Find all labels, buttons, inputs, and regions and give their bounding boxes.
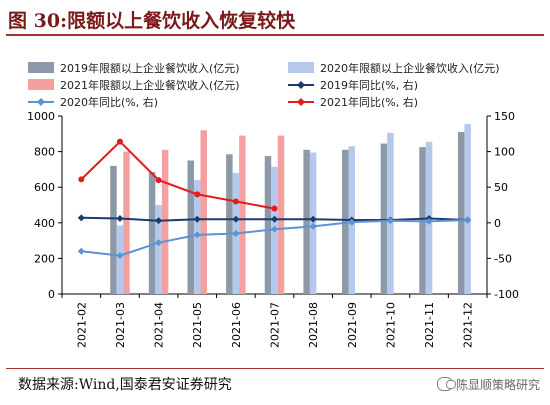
footer-divider	[6, 368, 544, 369]
y-left-tick-label: 800	[34, 146, 55, 159]
wechat-icon	[436, 377, 456, 391]
line-point-2	[193, 231, 201, 239]
line-point-3	[271, 205, 278, 212]
line-point-1	[116, 215, 124, 223]
bar-3	[123, 151, 130, 294]
legend-label-line-2: 2020年同比(%, 右)	[60, 95, 158, 109]
bar-2	[155, 205, 162, 294]
x-tick-label: 2021-08	[307, 302, 320, 348]
line-point-1	[193, 215, 201, 223]
legend-label-line-3: 2021年同比(%, 右)	[320, 95, 418, 109]
y-right-tick-label: 0	[494, 217, 501, 230]
line-3	[80, 140, 275, 210]
legend-label-bar-1: 2019年限额以上企业餐饮收入(亿元)	[60, 61, 240, 75]
bar-1	[303, 149, 310, 294]
line-point-2	[271, 225, 278, 233]
x-tick-label: 2021-10	[384, 302, 397, 348]
bar-3	[239, 135, 246, 294]
line-point-2	[155, 239, 163, 247]
line-point-3	[116, 138, 123, 145]
y-right-tick-label: -100	[494, 288, 519, 301]
y-left-tick-label: 1000	[27, 110, 55, 123]
legend-swatch-bar-2	[288, 62, 314, 73]
y-right-tick-label: 150	[494, 110, 515, 123]
x-tick-label: 2021-06	[230, 302, 243, 348]
bar-1	[110, 165, 117, 294]
watermark-text: 陈显顺策略研究	[455, 378, 540, 392]
x-tick-label: 2021-09	[346, 302, 359, 348]
bar-2	[387, 132, 394, 294]
x-tick-label: 2021-04	[153, 302, 166, 348]
y-right-tick-label: 100	[494, 146, 515, 159]
bar-3	[277, 135, 285, 294]
chart-axes: 0 200 400 600 800 1000 -100 -50 0 50 100 150 2021-02…	[27, 110, 519, 348]
y-right-tick-label: 50	[494, 181, 508, 194]
line-point-1	[77, 214, 85, 222]
bar-2	[116, 225, 124, 294]
y-left-tick-label: 200	[34, 252, 55, 265]
restaurant-revenue-chart: 2019年限额以上企业餐饮收入(亿元) 2020年限额以上企业餐饮收入(亿元) 20…	[27, 61, 519, 348]
y-right-tick-label: -50	[494, 252, 512, 265]
bar-1	[264, 156, 272, 294]
bar-1	[380, 143, 388, 294]
line-point-2	[232, 229, 240, 237]
chart-legend: 2019年限额以上企业餐饮收入(亿元) 2020年限额以上企业餐饮收入(亿元) 20…	[28, 61, 500, 109]
watermark: 陈显顺策略研究	[436, 376, 540, 393]
x-tick-label: 2021-02	[75, 302, 88, 348]
y-left-tick-label: 600	[34, 181, 55, 194]
bar-2	[464, 124, 471, 294]
title-divider	[6, 34, 544, 36]
line-point-1	[155, 217, 163, 225]
line-point-3	[155, 177, 162, 184]
x-tick-label: 2021-03	[114, 302, 127, 348]
line-point-3	[194, 191, 201, 198]
x-tick-label: 2021-05	[191, 302, 204, 348]
line-point-1	[271, 215, 278, 223]
bar-1	[148, 172, 156, 294]
bar-series	[110, 124, 471, 294]
y-left-tick-label: 400	[34, 217, 55, 230]
x-tick-label: 2021-07	[269, 302, 282, 348]
y-left-tick-label: 0	[48, 288, 55, 301]
legend-marker-1	[297, 81, 305, 89]
line-series	[77, 138, 472, 260]
legend-swatch-bar-3	[28, 79, 54, 90]
line-point-2	[386, 217, 394, 225]
legend-label-line-1: 2019年同比(%, 右)	[320, 78, 418, 92]
x-tick-label: 2021-11	[423, 302, 436, 348]
line-point-2	[77, 247, 85, 255]
bar-1	[187, 160, 194, 294]
line-point-1	[232, 215, 240, 223]
legend-marker-3	[297, 98, 305, 106]
line-point-2	[425, 217, 433, 225]
bar-3	[200, 130, 207, 294]
legend-label-bar-3: 2021年限额以上企业餐饮收入(亿元)	[60, 78, 240, 92]
line-point-3	[78, 176, 85, 183]
bar-1	[457, 132, 465, 294]
figure-title: 图 30:限额以上餐饮收入恢复较快	[8, 10, 296, 32]
line-point-2	[348, 218, 356, 226]
line-point-2	[464, 216, 472, 224]
line-point-3	[232, 198, 239, 205]
line-point-2	[116, 252, 124, 260]
bar-1	[226, 154, 233, 294]
data-source: 数据来源:Wind,国泰君安证券研究	[18, 377, 232, 393]
legend-marker-2	[37, 98, 45, 106]
legend-label-bar-2: 2020年限额以上企业餐饮收入(亿元)	[320, 61, 500, 75]
line-point-2	[309, 222, 317, 230]
line-point-1	[309, 215, 317, 223]
bar-3	[161, 149, 169, 294]
legend-swatch-bar-1	[28, 62, 54, 73]
x-tick-label: 2021-12	[462, 302, 475, 348]
